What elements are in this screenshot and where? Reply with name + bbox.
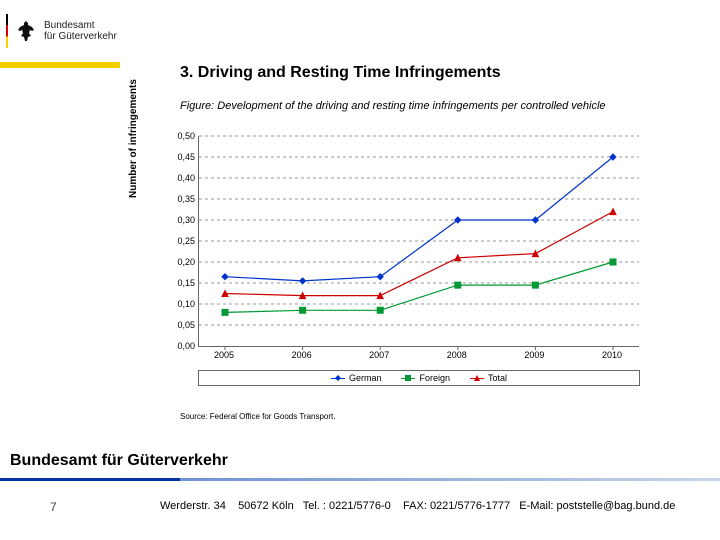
logo-line1: Bundesamt <box>44 20 117 31</box>
legend-label: Foreign <box>419 373 450 383</box>
x-tick-label: 2006 <box>292 350 312 360</box>
footer-address: Werderstr. 34 <box>160 500 226 512</box>
german-flag-bar-icon <box>6 14 8 48</box>
x-axis-labels: 2005 2006 2007 2008 2009 2010 <box>198 350 638 364</box>
footer-fax-label: FAX: <box>403 500 427 512</box>
footer-email-label: E-Mail: <box>519 500 553 512</box>
figure-caption: Figure: Development of the driving and r… <box>180 100 606 112</box>
section-title: 3. Driving and Resting Time Infringement… <box>180 64 501 82</box>
y-tick-label: 0,05 <box>161 320 199 330</box>
y-tick-label: 0,25 <box>161 236 199 246</box>
legend-marker-icon <box>470 374 484 382</box>
footer-org-name: Bundesamt für Güterverkehr <box>10 452 228 470</box>
logo-accent-bar <box>0 62 120 68</box>
legend-label: Total <box>488 373 507 383</box>
source-line: Source: Federal Office for Goods Transpo… <box>180 412 335 421</box>
y-axis-label: Number of infringements <box>128 79 139 198</box>
logo-text: Bundesamt für Güterverkehr <box>44 20 117 42</box>
legend: German Foreign Total <box>198 370 640 386</box>
legend-marker-icon <box>331 374 345 382</box>
footer-email: poststelle@bag.bund.de <box>557 500 676 512</box>
x-tick-label: 2005 <box>214 350 234 360</box>
slide-page: Bundesamt für Güterverkehr 3. Driving an… <box>0 0 720 540</box>
legend-item: Total <box>470 373 507 383</box>
logo-block: Bundesamt für Güterverkehr <box>0 0 160 62</box>
footer-fax: 0221/5776-1777 <box>430 500 510 512</box>
y-tick-label: 0,00 <box>161 341 199 351</box>
x-tick-label: 2007 <box>369 350 389 360</box>
footer-tel: 0221/5776-0 <box>329 500 391 512</box>
y-tick-label: 0,20 <box>161 257 199 267</box>
footer-contact: Werderstr. 34 50672 Köln Tel. : 0221/577… <box>160 500 675 512</box>
y-tick-label: 0,15 <box>161 278 199 288</box>
logo-line2: für Güterverkehr <box>44 31 117 42</box>
plot-area: 0,000,050,100,150,200,250,300,350,400,45… <box>198 136 639 347</box>
legend-marker-icon <box>401 374 415 382</box>
footer-divider-bar <box>0 478 720 481</box>
footer-city: 50672 Köln <box>238 500 294 512</box>
legend-label: German <box>349 373 382 383</box>
x-tick-label: 2009 <box>524 350 544 360</box>
legend-item: German <box>331 373 382 383</box>
y-tick-label: 0,30 <box>161 215 199 225</box>
y-tick-label: 0,10 <box>161 299 199 309</box>
page-number: 7 <box>50 500 57 514</box>
y-tick-label: 0,50 <box>161 131 199 141</box>
german-eagle-icon <box>14 19 38 43</box>
y-tick-label: 0,35 <box>161 194 199 204</box>
x-tick-label: 2010 <box>602 350 622 360</box>
legend-item: Foreign <box>401 373 450 383</box>
plot-svg <box>199 136 639 346</box>
x-tick-label: 2008 <box>447 350 467 360</box>
y-tick-label: 0,45 <box>161 152 199 162</box>
footer-tel-label: Tel. : <box>303 500 326 512</box>
line-chart: Number of infringements 0,000,050,100,15… <box>150 128 670 408</box>
y-tick-label: 0,40 <box>161 173 199 183</box>
